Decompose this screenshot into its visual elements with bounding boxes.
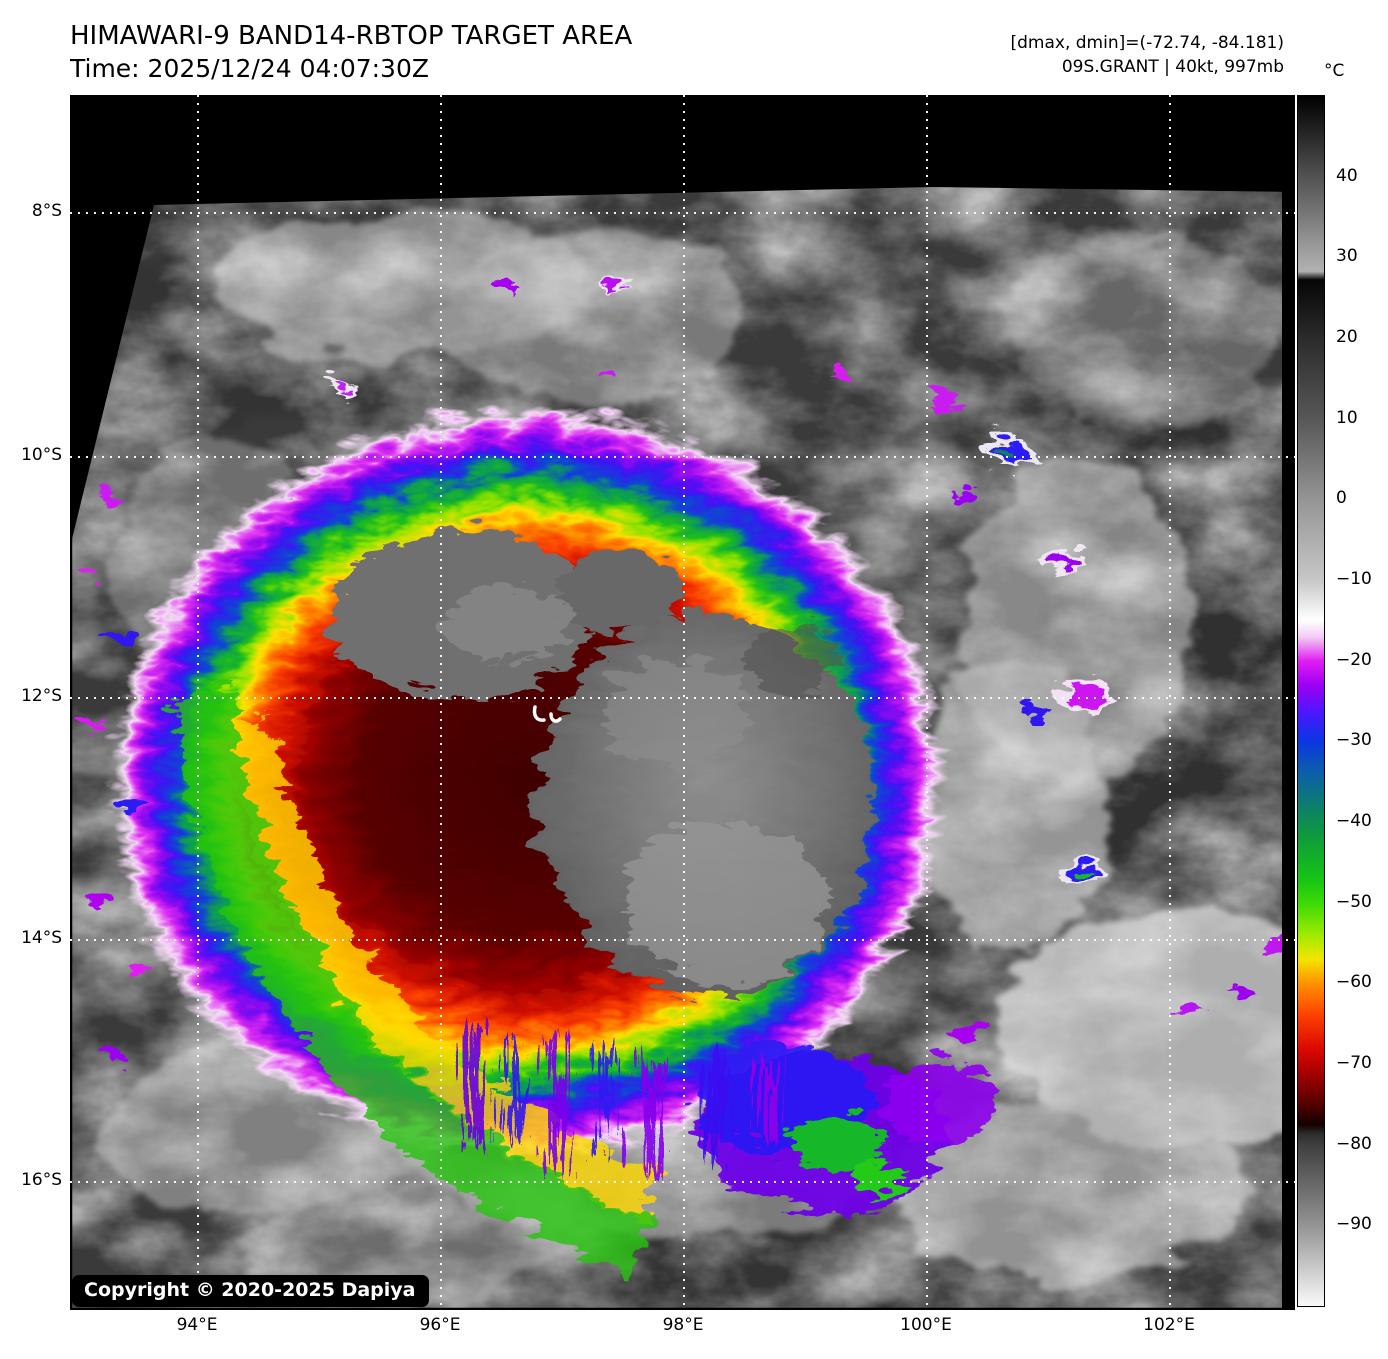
lat-tick-label: 16°S: [21, 1170, 62, 1190]
annotation-block: [dmax, dmin]=(-72.74, -84.181) 09S.GRANT…: [1011, 31, 1285, 79]
dmax-dmin-annotation: [dmax, dmin]=(-72.74, -84.181): [1010, 33, 1285, 53]
lat-tick-label: 14°S: [21, 928, 62, 948]
colorbar-tick-label: −30: [1336, 730, 1372, 751]
satellite-image: [70, 95, 1295, 1310]
colorbar-tick-label: 10: [1336, 407, 1358, 428]
colorbar-unit-label: °C: [1324, 61, 1345, 81]
cold-cloud-speckles: [71, 270, 1291, 1057]
lon-tick-label: 102°E: [1143, 1315, 1195, 1335]
colorbar-tick-label: −50: [1336, 891, 1372, 912]
inner-warm-cloud-blob: [323, 519, 868, 987]
colorbar-tick-label: −90: [1336, 1214, 1372, 1235]
colorbar-tick-label: −60: [1336, 972, 1372, 993]
lon-tick-label: 98°E: [662, 1315, 704, 1335]
south-fringe-streaks: [455, 1015, 764, 1160]
lon-tick-label: 100°E: [900, 1315, 952, 1335]
background-cloud-field: [70, 95, 1295, 1310]
colorbar-tick-label: −40: [1336, 811, 1372, 831]
colorbar-tick-label: −20: [1336, 649, 1372, 670]
colorbar-tick-label: −10: [1336, 569, 1372, 589]
lat-tick-label: 8°S: [31, 201, 62, 221]
page-title: HIMAWARI-9 BAND14-RBTOP TARGET AREA: [70, 21, 633, 51]
copyright-badge: Copyright © 2020-2025 Dapiya: [72, 1275, 430, 1307]
lat-tick-label: 10°S: [21, 445, 62, 465]
colorbar-tick-label: 30: [1336, 246, 1358, 267]
storm-center-marker: [532, 705, 562, 723]
no-data-region: [70, 95, 1295, 1310]
lat-tick-label: 12°S: [21, 686, 62, 706]
lon-tick-label: 96°E: [419, 1315, 461, 1335]
colorbar-tick-label: 20: [1336, 327, 1358, 347]
temperature-colorbar: [1297, 95, 1325, 1307]
storm-info-annotation: 09S.GRANT | 40kt, 997mb: [1061, 57, 1284, 77]
colorbar-tick-label: 40: [1336, 165, 1358, 186]
colorbar-tick-label: −70: [1336, 1053, 1372, 1073]
satellite-map: Copyright © 2020-2025 Dapiya: [70, 95, 1295, 1310]
colorbar-tick-label: −80: [1336, 1133, 1372, 1154]
timestamp: Time: 2025/12/24 04:07:30Z: [70, 54, 429, 83]
colorbar-tick-label: 0: [1336, 488, 1347, 509]
lon-tick-label: 94°E: [176, 1315, 218, 1335]
